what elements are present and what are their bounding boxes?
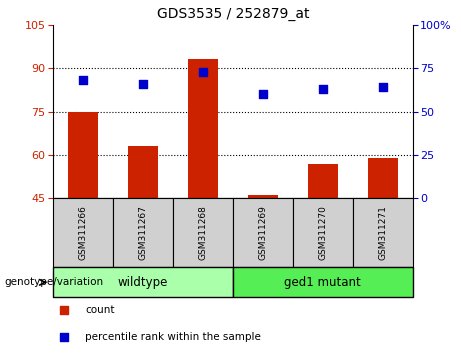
Bar xyxy=(128,146,158,198)
Bar xyxy=(233,198,293,267)
Text: count: count xyxy=(85,305,115,315)
Bar xyxy=(68,112,98,198)
Point xyxy=(60,307,67,313)
Point xyxy=(139,81,147,87)
Bar xyxy=(308,164,337,198)
Bar xyxy=(233,267,413,297)
Bar xyxy=(53,198,113,267)
Bar xyxy=(248,195,278,198)
Text: GSM311267: GSM311267 xyxy=(138,205,148,260)
Title: GDS3535 / 252879_at: GDS3535 / 252879_at xyxy=(157,7,309,21)
Text: percentile rank within the sample: percentile rank within the sample xyxy=(85,332,261,342)
Bar xyxy=(113,198,173,267)
Bar xyxy=(353,198,413,267)
Bar xyxy=(188,59,218,198)
Text: wildtype: wildtype xyxy=(118,276,168,289)
Point xyxy=(79,78,87,83)
Point xyxy=(199,69,207,74)
Text: genotype/variation: genotype/variation xyxy=(5,277,104,287)
Bar xyxy=(53,267,233,297)
Point xyxy=(379,84,386,90)
Text: ged1 mutant: ged1 mutant xyxy=(284,276,361,289)
Bar xyxy=(368,158,398,198)
Bar xyxy=(173,198,233,267)
Text: GSM311268: GSM311268 xyxy=(198,205,207,260)
Text: GSM311271: GSM311271 xyxy=(378,205,387,260)
Point xyxy=(60,334,67,340)
Point xyxy=(319,86,326,92)
Bar xyxy=(293,198,353,267)
Text: GSM311266: GSM311266 xyxy=(78,205,88,260)
Point xyxy=(259,91,266,97)
Text: GSM311269: GSM311269 xyxy=(258,205,267,260)
Text: GSM311270: GSM311270 xyxy=(318,205,327,260)
